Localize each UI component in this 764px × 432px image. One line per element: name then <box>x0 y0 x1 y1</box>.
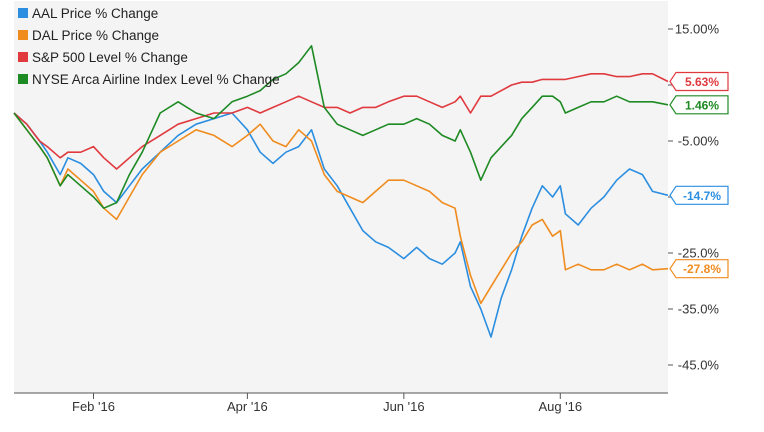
legend-item-nyse-arca-airline-index-level-change: NYSE Arca Airline Index Level % Change <box>18 72 280 87</box>
series-layer <box>13 45 669 338</box>
y-tick-label: 15.00% <box>675 22 720 37</box>
legend-swatch <box>18 8 28 18</box>
y-tick-labels: 15.00% -5.00% -25.0% -35.0% -45.0% <box>675 22 720 373</box>
end-label-value: 1.46% <box>685 98 719 112</box>
end-label-box <box>669 259 729 279</box>
legend-item-s-p-500-level-change: S&P 500 Level % Change <box>18 50 188 65</box>
end-label-value: -27.8% <box>683 262 721 276</box>
x-tick-labels: Feb '16 Apr '16 Jun '16 Aug '16 <box>72 399 582 414</box>
x-tick-marks <box>93 393 561 399</box>
legend: AAL Price % Change DAL Price % Change S&P … <box>18 6 280 87</box>
y-tick-label: -25.0% <box>678 246 720 261</box>
series-line-s-p-500-level-change <box>13 73 669 170</box>
legend-swatch <box>18 74 28 84</box>
legend-item-dal-price-change: DAL Price % Change <box>18 28 159 43</box>
end-label-box <box>669 95 729 115</box>
end-label-value: -14.7% <box>683 189 721 203</box>
legend-label: DAL Price % Change <box>32 28 159 43</box>
x-tick-label: Apr '16 <box>227 399 268 414</box>
end-label-dal-price-change: -27.8% <box>669 259 729 279</box>
end-label-value: 5.63% <box>685 75 719 89</box>
legend-label: AAL Price % Change <box>32 6 158 21</box>
y-tick-label: -5.00% <box>678 134 720 149</box>
legend-item-aal-price-change: AAL Price % Change <box>18 6 158 21</box>
end-label-box <box>669 185 729 205</box>
x-tick-label: Aug '16 <box>538 399 582 414</box>
end-label-aal-price-change: -14.7% <box>669 185 729 205</box>
legend-swatch <box>18 52 28 62</box>
legend-label: NYSE Arca Airline Index Level % Change <box>32 72 280 87</box>
y-tick-label: -45.0% <box>678 358 720 373</box>
series-line-dal-price-change <box>13 112 669 305</box>
legend-swatch <box>18 30 28 40</box>
end-value-labels: -14.7% -27.8% 5.63% 1.46% <box>669 71 729 279</box>
legend-label: S&P 500 Level % Change <box>32 50 188 65</box>
end-label-s-p-500-level-change: 5.63% <box>669 71 729 92</box>
end-label-box <box>669 71 729 92</box>
x-tick-label: Feb '16 <box>72 399 115 414</box>
plot-area <box>14 1 668 393</box>
series-line-aal-price-change <box>13 112 669 338</box>
x-tick-label: Jun '16 <box>383 399 425 414</box>
y-tick-label: -35.0% <box>678 302 720 317</box>
series-line-nyse-arca-airline-index-level-change <box>13 45 669 209</box>
end-label-nyse-arca-airline-index-level-change: 1.46% <box>669 95 729 115</box>
